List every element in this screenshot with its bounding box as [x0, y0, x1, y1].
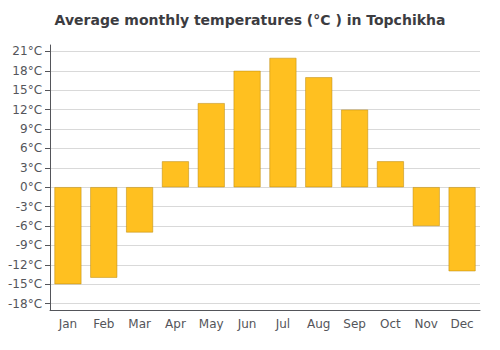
svg-text:-6°C: -6°C — [16, 219, 42, 233]
svg-text:Mar: Mar — [128, 317, 151, 331]
svg-text:-18°C: -18°C — [8, 297, 42, 311]
svg-text:12°C: 12°C — [12, 103, 42, 117]
svg-text:Average monthly temperatures (: Average monthly temperatures (°C ) in To… — [55, 12, 446, 28]
svg-text:Nov: Nov — [415, 317, 438, 331]
svg-text:18°C: 18°C — [12, 64, 42, 78]
svg-text:Oct: Oct — [380, 317, 401, 331]
svg-text:May: May — [199, 317, 224, 331]
svg-text:Jun: Jun — [237, 317, 257, 331]
svg-text:Feb: Feb — [93, 317, 114, 331]
svg-text:Aug: Aug — [307, 317, 330, 331]
svg-text:Sep: Sep — [343, 317, 366, 331]
svg-text:6°C: 6°C — [20, 141, 42, 155]
svg-text:Jul: Jul — [275, 317, 290, 331]
svg-text:-9°C: -9°C — [16, 238, 42, 252]
svg-text:15°C: 15°C — [12, 83, 42, 97]
svg-text:-3°C: -3°C — [16, 200, 42, 214]
svg-text:Jan: Jan — [58, 317, 78, 331]
svg-text:0°C: 0°C — [20, 180, 42, 194]
svg-text:-15°C: -15°C — [8, 277, 42, 291]
svg-text:Apr: Apr — [165, 317, 186, 331]
svg-text:Dec: Dec — [450, 317, 473, 331]
svg-text:3°C: 3°C — [20, 161, 42, 175]
svg-text:21°C: 21°C — [12, 44, 42, 58]
svg-text:-12°C: -12°C — [8, 258, 42, 272]
svg-text:9°C: 9°C — [20, 122, 42, 136]
